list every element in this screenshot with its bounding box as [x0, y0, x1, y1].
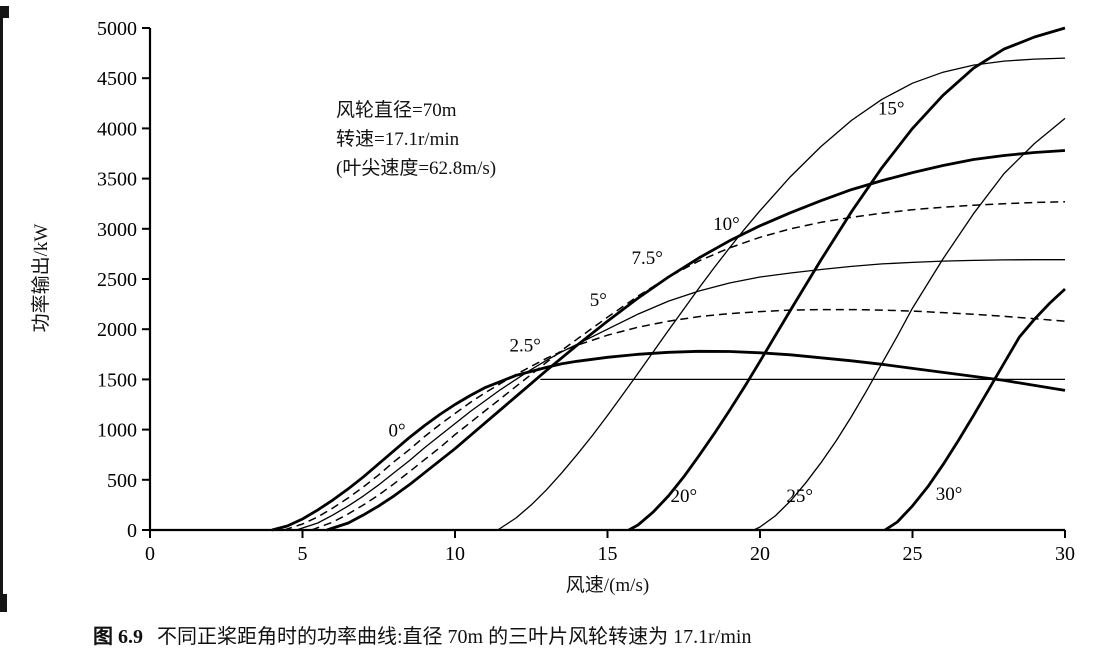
x-tick-label: 30	[1055, 543, 1075, 565]
y-tick-label: 2000	[97, 319, 137, 341]
y-tick-label: 0	[127, 520, 137, 542]
curve-label-2.5: 2.5°	[509, 335, 540, 356]
figure-number: 图 6.9	[93, 626, 143, 648]
scan-artifact-bottom	[0, 594, 7, 612]
x-tick-label: 10	[445, 543, 465, 565]
y-tick-label: 3000	[97, 219, 137, 241]
scan-artifact-left-bar	[0, 6, 3, 612]
curve-label-0: 0°	[388, 421, 405, 442]
curve-pitch-15	[497, 57, 1066, 531]
curve-pitch-25	[753, 117, 1066, 531]
y-tick-label: 3500	[97, 169, 137, 191]
x-axis-title: 风速/(m/s)	[565, 575, 650, 596]
curve-pitch-2.5	[283, 308, 1066, 531]
curve-label-25: 25°	[786, 486, 813, 507]
y-tick-label: 4000	[97, 118, 137, 140]
curve-label-5: 5°	[590, 290, 607, 311]
y-tick-label: 500	[107, 470, 137, 492]
y-axis-title: 功率输出/kW	[31, 223, 52, 333]
curve-pitch-30	[884, 287, 1066, 532]
chart-annotation: 风轮直径=70m 转速=17.1r/min (叶尖速度=62.8m/s)	[336, 96, 496, 183]
x-tick-label: 15	[598, 543, 618, 565]
annotation-line-rotor-diameter: 风轮直径=70m	[336, 100, 457, 121]
y-tick-label: 1000	[97, 420, 137, 442]
y-tick-label: 4500	[97, 68, 137, 90]
curve-pitch-10	[326, 149, 1066, 532]
curve-pitch-5	[296, 259, 1065, 531]
x-tick-label: 5	[298, 543, 308, 565]
y-tick-label: 2500	[97, 269, 137, 291]
axes-frame	[148, 28, 1065, 532]
y-tick-label: 5000	[97, 18, 137, 40]
curve-label-7.5: 7.5°	[631, 248, 662, 269]
annotation-line-tip-speed: (叶尖速度=62.8m/s)	[336, 158, 497, 179]
curve-label-30: 30°	[936, 484, 963, 505]
curve-label-10: 10°	[713, 214, 740, 235]
curve-pitch-7.5	[311, 200, 1066, 531]
x-tick-label: 0	[145, 543, 155, 565]
curve-label-20: 20°	[670, 486, 697, 507]
x-tick-label: 20	[750, 543, 770, 565]
figure-caption-text: 不同正桨距角时的功率曲线:直径 70m 的三叶片风轮转速为 17.1r/min	[157, 626, 752, 648]
x-tick-label: 25	[903, 543, 923, 565]
curve-label-15: 15°	[878, 98, 905, 119]
y-tick-label: 1500	[97, 369, 137, 391]
curve-pitch-20	[628, 26, 1066, 532]
figure-caption: 图 6.9 不同正桨距角时的功率曲线:直径 70m 的三叶片风轮转速为 17.1r…	[93, 620, 751, 649]
annotation-line-rotation-speed: 转速=17.1r/min	[336, 129, 460, 150]
scan-artifact-top	[0, 6, 9, 18]
